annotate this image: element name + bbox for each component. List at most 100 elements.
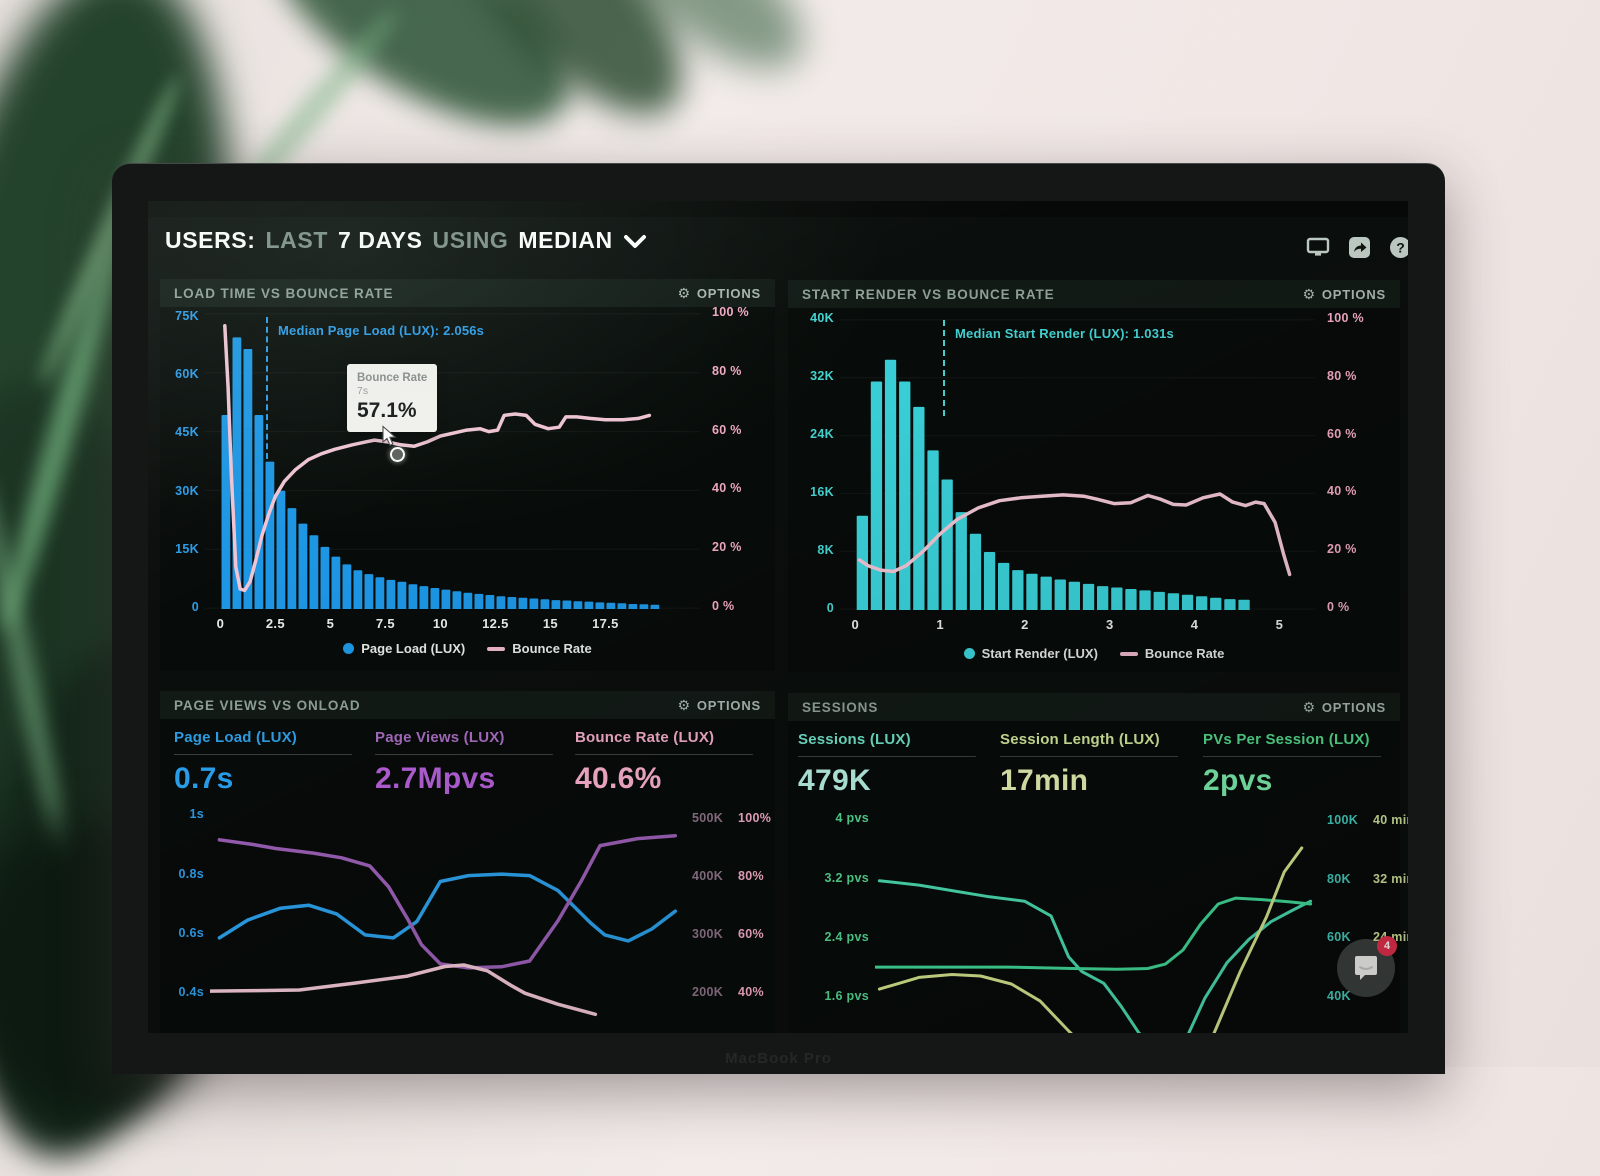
panel-title: START RENDER VS BOUNCE RATE (802, 286, 1055, 302)
axis-tick-label: 0.4s (178, 985, 204, 1000)
panel-header: START RENDER VS BOUNCE RATE ⚙ OPTIONS (788, 280, 1400, 308)
axis-tick-label: 24K (810, 426, 834, 441)
axis-tick-label: 7.5 (375, 616, 395, 631)
median-label: Median Start Render (LUX): 1.031s (955, 326, 1174, 341)
axis-tick-label: 2.4 pvs (824, 929, 869, 944)
metric-pvs-per-session: PVs Per Session (LUX) 2pvs (1203, 731, 1393, 798)
load_time-plot-area[interactable] (205, 311, 700, 609)
metric-divider (1000, 756, 1178, 757)
axis-tick-label: 0 (851, 617, 860, 632)
help-icon[interactable]: ? (1388, 235, 1408, 259)
axis-tick-label: 5 (1275, 617, 1284, 632)
laptop: USERS: LAST 7 DAYS USING MEDIAN ? LOAD TIME … (112, 163, 1445, 1074)
axis-tick-label: 0.8s (178, 866, 204, 881)
panel-sessions: SESSIONS ⚙ OPTIONS Sessions (LUX) 479K Se… (788, 693, 1408, 1033)
tooltip-x-value: 7s (357, 385, 369, 397)
title-7days: 7 DAYS (337, 227, 423, 253)
axis-tick-label: 500K (692, 811, 724, 826)
plant-leaf (592, 0, 828, 98)
axis-tick-label: 1 (936, 617, 944, 632)
page-title-dropdown[interactable]: USERS: LAST 7 DAYS USING MEDIAN (165, 227, 647, 255)
chat-widget-button[interactable]: 4 (1337, 936, 1397, 997)
axis-tick-label: 10 (432, 616, 448, 631)
options-button[interactable]: ⚙ OPTIONS (1302, 286, 1386, 302)
median-label: Median Page Load (LUX): 2.056s (278, 323, 485, 338)
share-icon[interactable] (1347, 235, 1371, 259)
options-button[interactable]: ⚙ OPTIONS (1302, 699, 1386, 715)
page_views-plot-area[interactable] (210, 796, 680, 1021)
axis-tick-label: 300K (692, 927, 724, 942)
options-button[interactable]: ⚙ OPTIONS (677, 697, 761, 713)
plant-leaf (421, 0, 719, 150)
legend: Start Render (LUX) Bounce Rate (788, 646, 1400, 661)
metric-sessions: Sessions (LUX) 479K (798, 731, 988, 798)
axis-tick-label: 0 % (1327, 600, 1350, 615)
axis-tick-label: 32K (810, 368, 834, 383)
notification-badge: 4 (1377, 936, 1397, 956)
title-median: MEDIAN (518, 227, 613, 253)
legend-label: Start Render (LUX) (981, 646, 1098, 661)
axis-tick-label: 75K (175, 308, 199, 323)
metric-page-views: Page Views (LUX) 2.7Mpvs (375, 729, 565, 796)
metric-value: 2.7Mpvs (375, 762, 496, 795)
metric-divider (1203, 756, 1381, 757)
axis-tick-label: 60K (1327, 930, 1351, 945)
axis-tick-label: 40 min (1373, 813, 1408, 828)
axis-tick-label: 17.5 (592, 616, 619, 631)
gear-icon: ⚙ (677, 697, 691, 713)
legend-item: Bounce Rate (1119, 646, 1224, 661)
metric-divider (575, 754, 753, 755)
axis-tick-label: 0 % (712, 599, 735, 614)
metric-value: 479K (798, 764, 871, 797)
title-using: USING (432, 227, 509, 253)
options-button[interactable]: ⚙ OPTIONS (677, 285, 761, 301)
gear-icon: ⚙ (677, 285, 691, 301)
series-dot-icon (963, 648, 975, 659)
legend-label: Bounce Rate (512, 641, 592, 656)
median-marker-line (943, 320, 945, 416)
tooltip-series: Bounce Rate (357, 372, 428, 384)
metric-label: PVs Per Session (LUX) (1203, 731, 1370, 748)
metric-value: 17min (1000, 764, 1089, 797)
axis-tick-label: 1s (189, 807, 204, 822)
start_render-plot-area[interactable] (840, 317, 1315, 610)
chart-tooltip: Bounce Rate 7s 57.1% (347, 364, 438, 432)
axis-tick-label: 8K (817, 542, 834, 557)
plant-leaf (236, 0, 604, 169)
laptop-brand-text: MacBook Pro (725, 1050, 832, 1067)
axis-tick-label: 20 % (712, 540, 742, 555)
axis-tick-label: 4 pvs (835, 811, 869, 826)
panel-title: PAGE VIEWS VS ONLOAD (174, 697, 361, 713)
panel-title: LOAD TIME VS BOUNCE RATE (174, 285, 394, 301)
axis-tick-label: 0 (826, 601, 834, 615)
axis-tick-label: 100 % (1327, 310, 1364, 325)
panel-page-views-vs-onload: PAGE VIEWS VS ONLOAD ⚙ OPTIONS Page Load … (160, 691, 775, 1033)
metric-label: Page Load (LUX) (174, 729, 298, 746)
panel-header: SESSIONS ⚙ OPTIONS (788, 693, 1400, 721)
panel-load-time-vs-bounce-rate: LOAD TIME VS BOUNCE RATE ⚙ OPTIONS Median… (160, 279, 775, 671)
legend: Page Load (LUX) Bounce Rate (160, 641, 775, 656)
axis-tick-label: 15 (542, 616, 558, 631)
axis-tick-label: 60K (175, 367, 199, 382)
metric-divider (798, 756, 976, 757)
title-last: LAST (265, 227, 328, 253)
legend-item: Start Render (LUX) (963, 646, 1098, 661)
gear-icon: ⚙ (1302, 286, 1316, 302)
sessions-plot-area[interactable] (875, 801, 1315, 1033)
axis-tick-label: 15K (175, 541, 199, 556)
axis-tick-label: 5 (326, 616, 335, 631)
axis-tick-label: 4 (1190, 617, 1199, 632)
display-icon[interactable] (1306, 235, 1330, 259)
svg-text:?: ? (1396, 239, 1405, 255)
axis-tick-label: 20 % (1327, 542, 1357, 557)
axis-tick-label: 100% (738, 811, 772, 826)
axis-tick-label: 40K (1327, 988, 1351, 1003)
hover-point-marker (390, 447, 405, 462)
axis-tick-label: 3 (1105, 617, 1114, 632)
axis-tick-label: 0 (216, 616, 225, 631)
axis-tick-label: 400K (692, 869, 724, 884)
axis-tick-label: 100K (1327, 813, 1359, 828)
series-dot-icon (343, 643, 355, 654)
legend-label: Page Load (LUX) (361, 641, 466, 656)
axis-tick-label: 2 (1021, 617, 1029, 632)
